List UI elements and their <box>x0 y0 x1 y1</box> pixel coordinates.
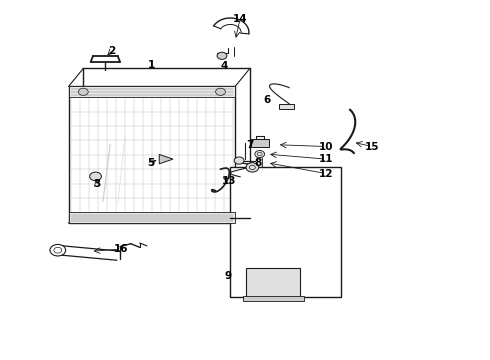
Text: 4: 4 <box>220 60 228 71</box>
Text: 3: 3 <box>94 179 100 189</box>
Text: 10: 10 <box>318 141 333 152</box>
Text: 15: 15 <box>365 141 380 152</box>
Bar <box>69 86 235 97</box>
Bar <box>279 104 294 109</box>
Text: 5: 5 <box>147 158 154 168</box>
Circle shape <box>234 157 244 164</box>
Text: 7: 7 <box>246 140 254 150</box>
Text: 11: 11 <box>318 154 333 164</box>
Circle shape <box>255 150 265 158</box>
Bar <box>243 296 304 301</box>
Circle shape <box>217 52 227 59</box>
Text: 8: 8 <box>255 158 262 168</box>
Circle shape <box>78 88 88 95</box>
Text: 16: 16 <box>114 244 128 254</box>
Bar <box>230 167 341 297</box>
Bar <box>69 86 235 223</box>
Circle shape <box>246 163 259 172</box>
Circle shape <box>50 244 66 256</box>
Text: 6: 6 <box>264 95 270 105</box>
Text: 2: 2 <box>108 46 115 56</box>
Circle shape <box>216 88 225 95</box>
Text: 12: 12 <box>318 168 333 179</box>
Bar <box>246 268 300 297</box>
Polygon shape <box>159 154 173 164</box>
Bar <box>69 212 235 223</box>
Circle shape <box>90 172 101 181</box>
Text: 1: 1 <box>148 60 155 70</box>
Text: 9: 9 <box>225 271 232 281</box>
Text: 13: 13 <box>221 176 236 186</box>
Text: 14: 14 <box>233 14 247 24</box>
Bar <box>251 139 269 147</box>
